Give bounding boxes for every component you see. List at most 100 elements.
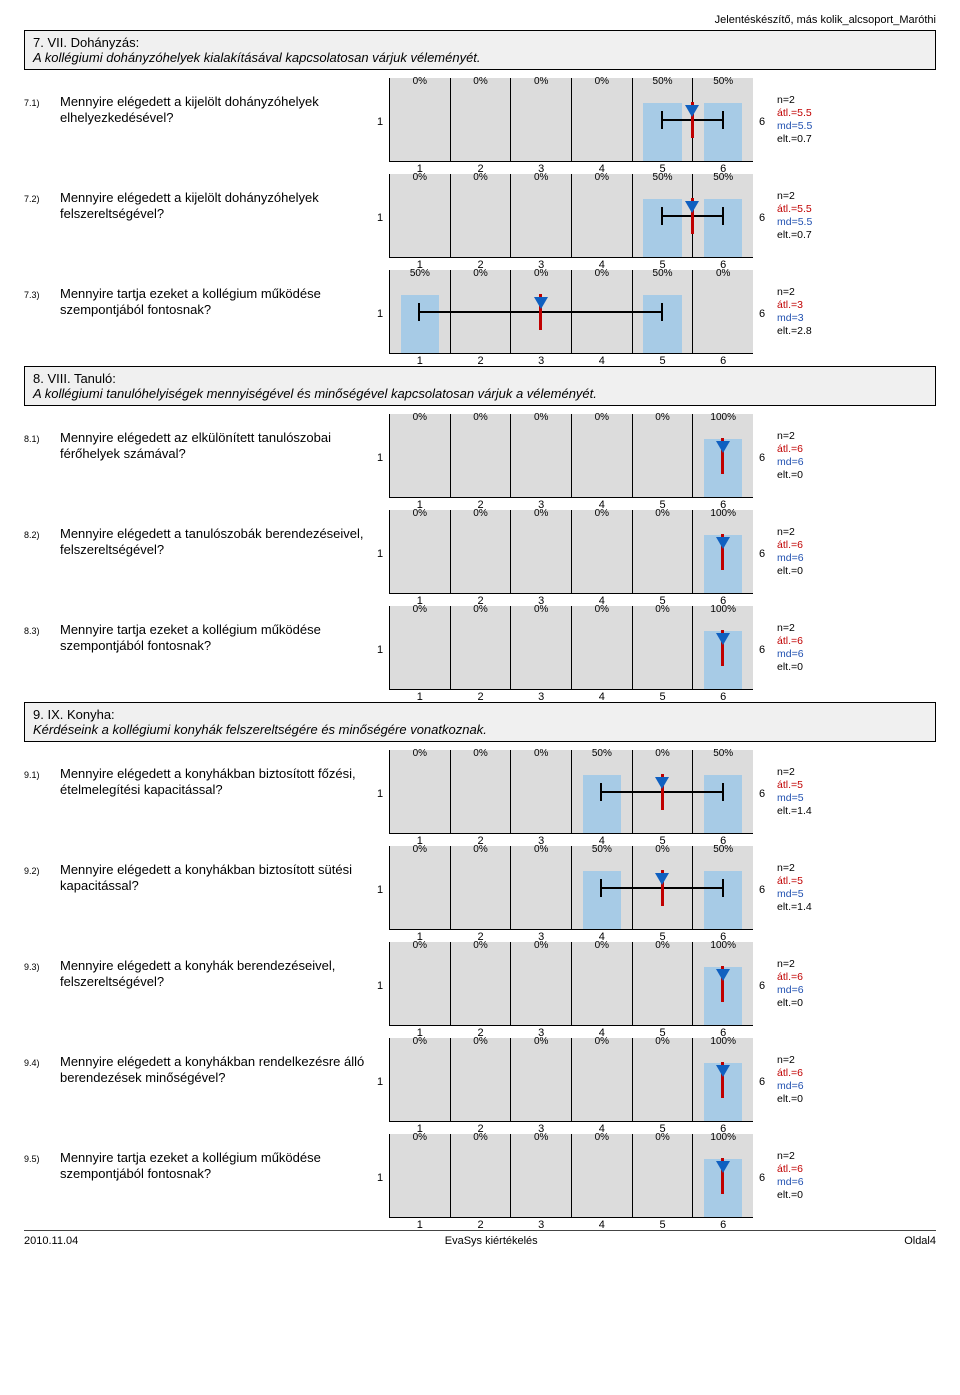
chart-body: 0%10%20%30%40%5100%6	[389, 1134, 753, 1218]
stat-n: n=2	[777, 430, 887, 443]
likert-chart: 10%10%20%30%40%5100%66	[371, 414, 771, 498]
pct-label: 0%	[390, 604, 450, 615]
scale-min: 1	[371, 606, 389, 690]
stats-block: n=2átl.=6md=6elt.=0	[777, 606, 887, 675]
pct-label: 0%	[390, 508, 450, 519]
chart-cell: 0%2	[450, 942, 511, 1025]
stat-n: n=2	[777, 1054, 887, 1067]
chart-body: 50%10%20%30%450%50%6	[389, 270, 753, 354]
pct-label: 0%	[693, 268, 753, 279]
chart-cell: 0%2	[450, 846, 511, 929]
pct-label: 0%	[451, 268, 511, 279]
x-tick-label: 2	[451, 355, 511, 367]
scale-min: 1	[371, 78, 389, 162]
scale-max: 6	[753, 942, 771, 1026]
pct-label: 0%	[451, 1132, 511, 1143]
bar	[643, 199, 681, 257]
question-row: 9.5)Mennyire tartja ezeket a kollégium m…	[24, 1134, 936, 1218]
scale-min: 1	[371, 174, 389, 258]
bar	[583, 775, 621, 833]
section-subtitle: A kollégiumi dohányzóhelyek kialakításáv…	[33, 50, 927, 65]
stat-n: n=2	[777, 94, 887, 107]
chart-cell: 0%4	[571, 78, 632, 161]
pct-label: 50%	[572, 748, 632, 759]
question-text: Mennyire elégedett a tanulószobák berend…	[60, 510, 365, 559]
scale-min: 1	[371, 750, 389, 834]
pct-label: 0%	[451, 76, 511, 87]
chart-cell: 0%5	[632, 942, 693, 1025]
question-row: 9.4)Mennyire elégedett a konyhákban rend…	[24, 1038, 936, 1122]
x-tick-label: 2	[451, 691, 511, 703]
pct-label: 0%	[390, 1036, 450, 1047]
section-header: 8. VIII. Tanuló:A kollégiumi tanulóhelyi…	[24, 366, 936, 406]
chart-cell: 0%5	[632, 510, 693, 593]
stat-dev: elt.=1.4	[777, 901, 887, 914]
stats-block: n=2átl.=5md=5elt.=1.4	[777, 846, 887, 915]
scale-min: 1	[371, 510, 389, 594]
chart-cell: 0%4	[571, 942, 632, 1025]
question-number: 7.2)	[24, 174, 54, 204]
scale-min: 1	[371, 414, 389, 498]
pct-label: 50%	[572, 844, 632, 855]
pct-label: 50%	[693, 748, 753, 759]
pct-label: 0%	[511, 844, 571, 855]
section-title: 9. IX. Konyha:	[33, 707, 927, 722]
stats-block: n=2átl.=6md=6elt.=0	[777, 510, 887, 579]
stat-median: md=5	[777, 792, 887, 805]
chart-cell: 0%2	[450, 174, 511, 257]
chart-body: 0%10%20%30%40%5100%6	[389, 414, 753, 498]
pct-label: 0%	[572, 412, 632, 423]
x-tick-label: 1	[390, 691, 450, 703]
x-tick-label: 1	[390, 355, 450, 367]
bar	[704, 439, 742, 497]
x-tick-label: 4	[572, 691, 632, 703]
likert-chart: 150%10%20%30%450%50%66	[371, 270, 771, 354]
stat-median: md=6	[777, 648, 887, 661]
chart-cell: 50%4	[571, 750, 632, 833]
question-text: Mennyire tartja ezeket a kollégium működ…	[60, 606, 365, 655]
chart-cell: 0%2	[450, 270, 511, 353]
pct-label: 0%	[451, 844, 511, 855]
question-row: 8.3)Mennyire tartja ezeket a kollégium m…	[24, 606, 936, 690]
stats-block: n=2átl.=6md=6elt.=0	[777, 942, 887, 1011]
stat-median: md=6	[777, 984, 887, 997]
chart-cell: 0%2	[450, 606, 511, 689]
footer-center: EvaSys kiértékelés	[445, 1235, 538, 1247]
pct-label: 50%	[633, 76, 693, 87]
likert-chart: 10%10%20%30%40%5100%66	[371, 942, 771, 1026]
pct-label: 50%	[693, 172, 753, 183]
question-text: Mennyire elégedett a kijelölt dohányzóhe…	[60, 78, 365, 127]
chart-cell: 100%6	[692, 1038, 753, 1121]
stat-dev: elt.=2.8	[777, 325, 887, 338]
chart-cell: 100%6	[692, 942, 753, 1025]
scale-max: 6	[753, 1134, 771, 1218]
pct-label: 0%	[451, 748, 511, 759]
pct-label: 0%	[451, 508, 511, 519]
section-header: 7. VII. Dohányzás:A kollégiumi dohányzóh…	[24, 30, 936, 70]
stat-dev: elt.=0.7	[777, 229, 887, 242]
stat-dev: elt.=1.4	[777, 805, 887, 818]
pct-label: 0%	[572, 76, 632, 87]
bar	[704, 871, 742, 929]
chart-cell: 0%5	[632, 1134, 693, 1217]
question-row: 8.1)Mennyire elégedett az elkülönített t…	[24, 414, 936, 498]
pct-label: 0%	[633, 940, 693, 951]
bar	[704, 1063, 742, 1121]
stat-median: md=6	[777, 1080, 887, 1093]
chart-cell: 0%3	[510, 510, 571, 593]
stat-n: n=2	[777, 766, 887, 779]
bar	[704, 631, 742, 689]
stat-n: n=2	[777, 190, 887, 203]
x-tick-label: 5	[633, 355, 693, 367]
stat-dev: elt.=0	[777, 997, 887, 1010]
bar	[704, 103, 742, 161]
chart-cell: 0%3	[510, 942, 571, 1025]
question-row: 7.2)Mennyire elégedett a kijelölt dohány…	[24, 174, 936, 258]
stat-dev: elt.=0	[777, 565, 887, 578]
pct-label: 0%	[572, 1132, 632, 1143]
question-text: Mennyire tartja ezeket a kollégium működ…	[60, 1134, 365, 1183]
pct-label: 100%	[693, 1132, 753, 1143]
stat-n: n=2	[777, 286, 887, 299]
pct-label: 0%	[511, 940, 571, 951]
chart-cell: 50%4	[571, 846, 632, 929]
